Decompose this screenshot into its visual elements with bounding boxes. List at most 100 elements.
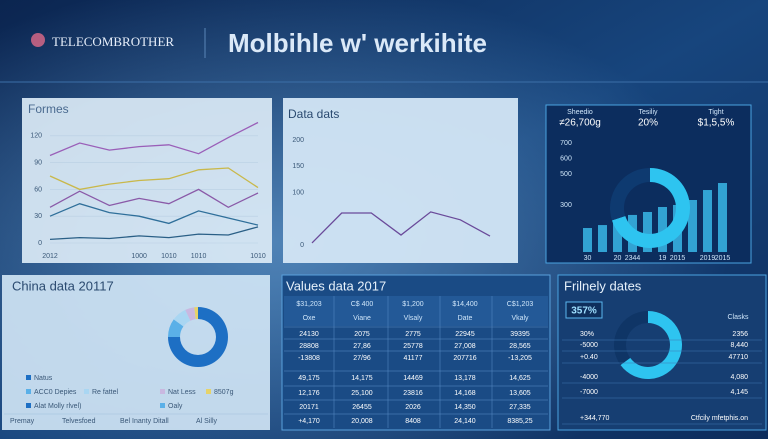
table-cell: 14,168 <box>454 390 476 397</box>
table-cell: 13,178 <box>454 375 476 382</box>
table-subheader-cell: Vlsaly <box>404 315 423 322</box>
table-cell: -13808 <box>298 355 320 362</box>
legend-swatch <box>26 375 31 380</box>
y-tick-label: 100 <box>292 189 304 196</box>
bar <box>688 199 697 252</box>
table-cell: 27,86 <box>353 343 371 350</box>
line <box>49 226 259 241</box>
table-cell: 22945 <box>455 331 475 338</box>
x-tick-label: 2012 <box>42 253 58 260</box>
y-tick-label: 0 <box>38 240 42 247</box>
row-left: +344,770 <box>580 415 609 422</box>
bar <box>598 225 607 252</box>
page-title: Molbihle w' werkihite <box>228 28 487 58</box>
legend-label: Natus <box>34 375 53 382</box>
table-cell: 14,625 <box>509 375 531 382</box>
line <box>311 211 491 244</box>
panel-title: Data dats <box>288 107 339 121</box>
table-cell: 20171 <box>299 404 319 411</box>
table-header <box>284 296 548 326</box>
panel-title: Values data 2017 <box>286 278 386 293</box>
legend-label: 8507g <box>214 389 234 396</box>
table-header-cell: $1,200 <box>402 301 424 308</box>
badge-text: 357% <box>571 306 597 317</box>
table-header-cell: C$1,203 <box>507 301 534 308</box>
table-header-cell: C$ 400 <box>351 301 374 308</box>
legend-label: Oaly <box>168 403 183 410</box>
legend-label: Alat Molly rlvel) <box>34 403 81 410</box>
y-tick-label: 150 <box>292 163 304 170</box>
row-left: -5000 <box>580 342 598 349</box>
footer-label: Bel Inanty Ditall <box>120 418 169 425</box>
table-cell: 28,565 <box>509 343 531 350</box>
brand: TELECOMBROTHER <box>52 34 174 49</box>
y-tick-label: 120 <box>30 133 42 140</box>
y-tick-label: 60 <box>34 186 42 193</box>
donut-segment <box>610 168 650 221</box>
table-cell: 41177 <box>404 355 423 362</box>
table-subheader-cell: Vkaly <box>511 315 529 322</box>
table-cell: 13,605 <box>509 390 531 397</box>
row-right: 2356 <box>732 331 748 338</box>
bar <box>643 211 652 252</box>
kpi-value: $1,5,5% <box>698 118 735 129</box>
bar <box>613 220 622 252</box>
table-cell: -13,205 <box>508 355 532 362</box>
kpi-label: Sheedio <box>567 109 593 116</box>
table-cell: 20,008 <box>351 418 373 425</box>
table-cell: +4,170 <box>298 418 320 425</box>
legend-swatch <box>160 389 165 394</box>
table-subheader-cell: Oxe <box>303 315 316 322</box>
donut-segment <box>194 307 198 320</box>
table-cell: 8408 <box>405 418 421 425</box>
table-cell: 14,350 <box>454 404 476 411</box>
row-right: 8,440 <box>730 342 748 349</box>
footer-label: Telvesfoed <box>62 418 96 425</box>
x-tick-label: 1000 <box>131 253 147 260</box>
legend-label: ACC0 Depies <box>34 389 77 396</box>
y-tick-label: 200 <box>292 137 304 144</box>
table-subheader-cell: Date <box>458 315 473 322</box>
kpi-value: ≠26,700g <box>559 118 601 129</box>
table-cell: 207716 <box>453 355 476 362</box>
x-tick-label: 1010 <box>250 253 266 260</box>
panel-title: China data 20117 <box>12 278 114 293</box>
table-cell: 8385,25 <box>507 418 532 425</box>
footer-label: Al Silly <box>196 418 218 425</box>
line <box>49 167 259 191</box>
legend-swatch <box>160 403 165 408</box>
row-right: 47710 <box>729 354 749 361</box>
y-tick-label: 500 <box>560 171 572 178</box>
y-tick-label: 300 <box>560 202 572 209</box>
legend-label: Nat Less <box>168 389 196 396</box>
donut-segment <box>620 311 683 379</box>
table-cell: 14469 <box>403 375 423 382</box>
table-cell: 25,100 <box>351 390 373 397</box>
logo-icon <box>31 33 45 47</box>
panel <box>283 98 518 263</box>
donut-segment <box>173 309 191 327</box>
table-cell: 14,175 <box>351 375 373 382</box>
table-cell: 24,140 <box>454 418 476 425</box>
line <box>49 203 259 226</box>
row-left: 30% <box>580 331 594 338</box>
table-cell: 49,175 <box>298 375 320 382</box>
x-tick-label: 20 <box>614 255 622 262</box>
table-header-cell: $31,203 <box>296 301 321 308</box>
table-subheader-cell: Viane <box>353 315 371 322</box>
donut-segment <box>168 319 184 337</box>
x-tick-label: 2344 <box>625 255 641 262</box>
kpi-value: 20% <box>638 118 658 129</box>
x-tick-label: 30 <box>584 255 592 262</box>
table-cell: 2775 <box>405 331 421 338</box>
donut-segment <box>185 307 196 321</box>
line <box>49 121 259 157</box>
kpi-label: Tesiliy <box>638 109 658 116</box>
row-right: 4,145 <box>730 389 748 396</box>
panel <box>2 275 270 430</box>
x-tick-label: 1010 <box>191 253 207 260</box>
legend-swatch <box>84 389 89 394</box>
row-left: +0.40 <box>580 354 598 361</box>
y-tick-label: 0 <box>300 242 304 249</box>
y-tick-label: 600 <box>560 155 572 162</box>
